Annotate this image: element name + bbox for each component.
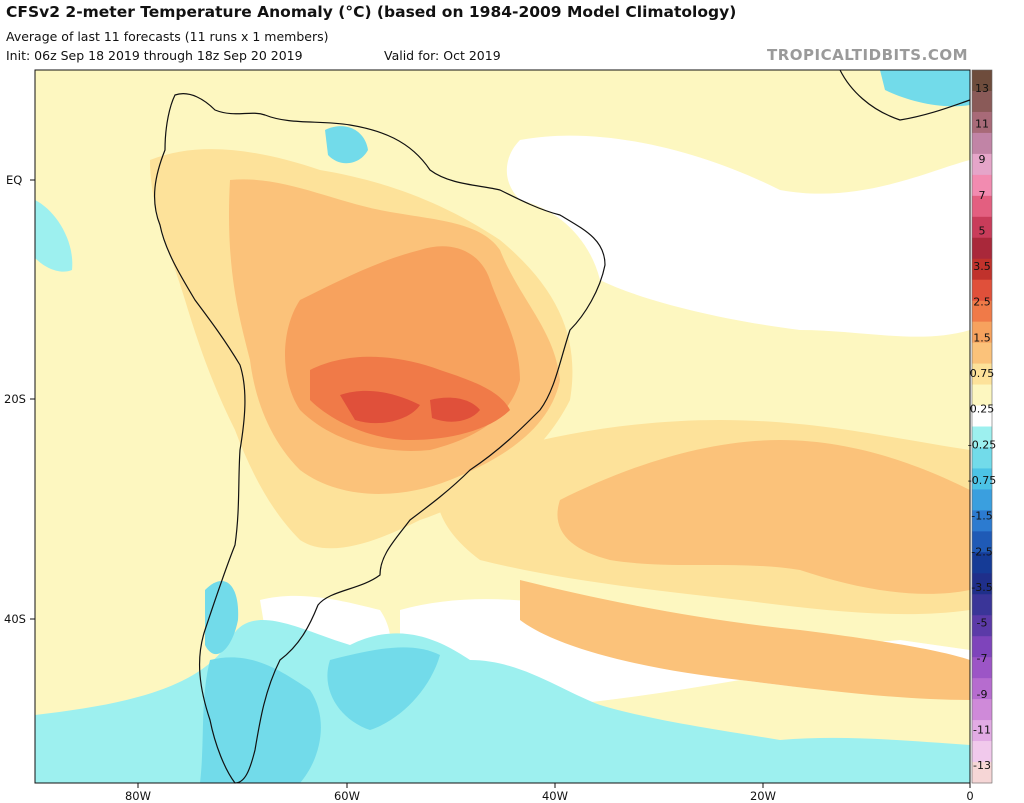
colorbar-swatch	[972, 720, 992, 742]
colorbar-swatch	[972, 342, 992, 365]
colorbar-swatch	[972, 489, 992, 511]
colorbar-label: -7	[977, 652, 988, 665]
colorbar-swatch	[972, 279, 992, 302]
warm-anomaly-5-core-east	[430, 397, 480, 422]
colorbar-swatch	[972, 510, 992, 532]
cold-anomaly-region-andes-south	[205, 581, 239, 655]
lon-label-80w: 80W	[125, 789, 151, 803]
warm-anomaly-1.5-south-atlantic	[557, 440, 970, 594]
colorbar-swatch	[972, 762, 992, 784]
colorbar-swatch	[972, 741, 992, 763]
lon-label-60w: 60W	[334, 789, 360, 803]
brand-watermark: TROPICALTIDBITS.COM	[767, 46, 968, 64]
lon-label-40w: 40W	[542, 789, 568, 803]
colorbar-label: -9	[977, 688, 988, 701]
colorbar-swatch	[972, 552, 992, 574]
colorbar-swatch	[972, 594, 992, 616]
colorbar-swatch	[972, 615, 992, 637]
colorbar-label: -2.5	[971, 545, 992, 558]
colorbar-swatch	[972, 447, 992, 469]
warm-anomaly-1.5-south-atlantic-band	[520, 580, 970, 700]
colorbar-swatch	[972, 153, 992, 176]
colorbar-label: 0.75	[970, 367, 995, 380]
lat-label-20s: 20S	[4, 392, 26, 406]
colorbar-swatch	[972, 363, 992, 386]
colorbar-swatch	[972, 699, 992, 721]
colorbar-label: 7	[979, 189, 986, 202]
cold-anomaly-core-south-atlantic	[327, 647, 440, 730]
africa-coastline	[839, 69, 971, 121]
lat-label-40s: 40S	[4, 612, 26, 626]
cold-anomaly-region-pacific	[35, 200, 73, 272]
cold-anomaly-region-africa	[880, 70, 970, 107]
colorbar-label: 5	[979, 224, 986, 237]
coastlines	[154, 69, 971, 784]
colorbar-swatch	[972, 111, 992, 134]
colorbar-swatch	[972, 195, 992, 218]
colorbar-swatch	[972, 216, 992, 239]
axes: EQ 20S 40S 80W 60W 40W 20W 0	[4, 69, 974, 803]
colorbar-swatch	[972, 573, 992, 595]
colorbar-swatch	[972, 657, 992, 679]
lat-label-eq: EQ	[6, 173, 22, 187]
cold-anomaly-region-venezuela	[325, 126, 368, 164]
colorbar-swatch	[972, 300, 992, 323]
init-time: Init: 06z Sep 18 2019 through 18z Sep 20…	[6, 48, 303, 63]
map-plot-area	[35, 70, 970, 783]
colorbar-label: -5	[977, 617, 988, 630]
colorbar-swatch	[972, 258, 992, 281]
map-title: CFSv2 2-meter Temperature Anomaly (°C) (…	[6, 3, 737, 21]
colorbar-swatch	[972, 636, 992, 658]
colorbar-label: 0.25	[970, 403, 995, 416]
colorbar-label: -11	[973, 724, 991, 737]
colorbar-swatch	[972, 321, 992, 344]
colorbar-label: -13	[973, 759, 991, 772]
colorbar-swatch	[972, 384, 992, 407]
colorbar-swatch	[972, 90, 992, 113]
lon-label-20w: 20W	[750, 789, 776, 803]
colorbar-label: -0.25	[968, 438, 996, 451]
colorbar-frame	[971, 69, 993, 784]
colorbar-label: -0.75	[968, 474, 996, 487]
map-subtitle: Average of last 11 forecasts (11 runs x …	[6, 29, 329, 44]
colorbar-label: 9	[979, 153, 986, 166]
warm-anomaly-5-core	[340, 390, 420, 424]
colorbar-swatch	[972, 468, 992, 490]
colorbar-swatch	[972, 70, 992, 92]
valid-time: Valid for: Oct 2019	[384, 48, 501, 63]
colorbar-swatch	[972, 174, 992, 197]
map-frame	[34, 69, 971, 784]
colorbar-swatch	[972, 405, 992, 427]
south-america-coastline	[154, 93, 606, 784]
colorbar-label: -3.5	[971, 581, 992, 594]
colorbar-swatch	[972, 237, 992, 260]
colorbar-swatch	[972, 132, 992, 155]
colorbar-label: -1.5	[971, 510, 992, 523]
colorbar-label: 11	[975, 117, 989, 130]
colorbar-swatch	[972, 426, 992, 448]
colorbar-label: 13	[975, 82, 989, 95]
lon-label-0: 0	[966, 789, 973, 803]
colorbar-swatch	[972, 678, 992, 700]
colorbar-label: 2.5	[973, 296, 991, 309]
neutral-anomaly-region-north-atlantic	[506, 135, 970, 337]
colorbar-swatch	[972, 531, 992, 553]
colorbar-label: 3.5	[973, 260, 991, 273]
colorbar-label: 1.5	[973, 331, 991, 344]
colorbar: 13 11 9 7 5 3.5 2.5 1.5 0.75 0.25 -0.25 -0.75 -1.5 -2…	[968, 69, 996, 784]
